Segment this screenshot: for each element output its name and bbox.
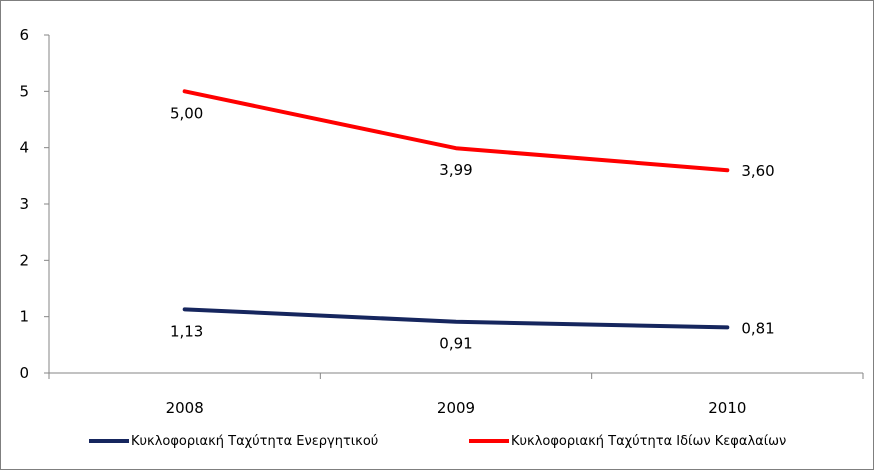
- y-tick-label: 2: [19, 251, 29, 269]
- x-tick-label: 2010: [708, 399, 746, 417]
- chart-axes: 0 1 2 3 4 5 6 2008 2009 2010: [19, 26, 863, 417]
- chart-legend: Κυκλοφοριακή Ταχύτητα Ενεργητικού Κυκλοφο…: [89, 434, 786, 449]
- series-line-2: [185, 91, 728, 170]
- data-label: 3,60: [741, 162, 774, 180]
- series-line-1: [185, 309, 728, 327]
- data-label: 0,91: [439, 335, 472, 353]
- x-tick-label: 2008: [166, 399, 204, 417]
- legend-label: Κυκλοφοριακή Ταχύτητα Ενεργητικού: [131, 434, 378, 449]
- x-tick-label: 2009: [437, 399, 475, 417]
- y-tick-label: 4: [19, 139, 29, 157]
- y-tick-label: 1: [19, 308, 29, 326]
- data-label: 0,81: [741, 319, 774, 337]
- data-label: 1,13: [170, 322, 203, 340]
- data-label: 3,99: [439, 161, 472, 179]
- y-tick-label: 6: [19, 26, 29, 44]
- legend-label: Κυκλοφοριακή Ταχύτητα Ιδίων Κεφαλαίων: [511, 434, 786, 449]
- chart-data-labels: 1,13 0,91 0,81 5,00 3,99 3,60: [170, 104, 775, 352]
- y-tick-label: 3: [19, 195, 29, 213]
- chart-series: [185, 91, 728, 327]
- data-label: 5,00: [170, 104, 203, 122]
- y-tick-label: 5: [19, 82, 29, 100]
- y-tick-label: 0: [19, 364, 29, 382]
